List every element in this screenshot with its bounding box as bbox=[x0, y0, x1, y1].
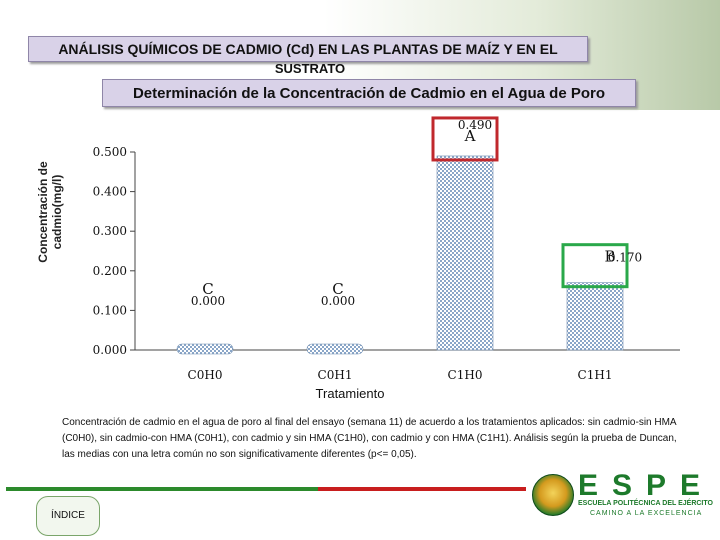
slide-title-line2: SUSTRATO bbox=[274, 61, 346, 76]
y-axis-label: Concentración de cadmio(mg/l) bbox=[36, 161, 64, 263]
index-button[interactable]: ÍNDICE bbox=[36, 496, 100, 536]
figure-caption: Concentración de cadmio en el agua de po… bbox=[62, 417, 677, 460]
x-tick-label-C0H1: C0H1 bbox=[318, 368, 353, 382]
y-tick-label-3: 0.300 bbox=[93, 224, 127, 238]
data-label-C1H1: 0.170 bbox=[608, 251, 642, 265]
footer-divider bbox=[6, 487, 526, 491]
data-label-C1H0: 0.490 bbox=[458, 118, 492, 132]
significance-letter-C0H0: C bbox=[202, 280, 213, 298]
y-tick-label-4: 0.400 bbox=[93, 185, 127, 199]
data-label-C0H1: 0.000 bbox=[321, 294, 355, 308]
bar-C1H1 bbox=[566, 282, 624, 351]
bar-C1H0 bbox=[436, 155, 494, 351]
y-tick-label-5: 0.500 bbox=[93, 145, 127, 159]
significance-letter-C0H1: C bbox=[332, 280, 343, 298]
x-tick-label-C0H0: C0H0 bbox=[188, 368, 223, 382]
x-tick-label-C1H1: C1H1 bbox=[578, 368, 613, 382]
espe-seal-icon bbox=[532, 474, 574, 516]
significance-letter-C1H1: B bbox=[604, 248, 615, 266]
logo-institution: ESCUELA POLITÉCNICA DEL EJÉRCITO bbox=[578, 500, 713, 507]
y-tick-label-0: 0.000 bbox=[93, 343, 127, 357]
slide-title: ANÁLISIS QUÍMICOS DE CADMIO (Cd) EN LAS … bbox=[28, 36, 588, 62]
data-label-C0H0: 0.000 bbox=[191, 294, 225, 308]
y-tick-label-1: 0.100 bbox=[93, 303, 127, 317]
x-tick-label-C1H0: C1H0 bbox=[448, 368, 483, 382]
highlight-box-C1H0 bbox=[431, 116, 499, 162]
bar-C0H0 bbox=[176, 343, 234, 355]
y-tick-label-2: 0.200 bbox=[93, 264, 127, 278]
chart-title: Determinación de la Concentración de Cad… bbox=[102, 79, 636, 107]
significance-letter-C1H0: A bbox=[464, 127, 476, 145]
highlight-box-C1H1 bbox=[561, 243, 629, 289]
x-axis-label: Tratamiento bbox=[315, 386, 385, 401]
logo-motto: CAMINO A LA EXCELENCIA bbox=[590, 510, 703, 517]
logo-name: ESPE bbox=[578, 469, 715, 502]
bar-C0H1 bbox=[306, 343, 364, 355]
